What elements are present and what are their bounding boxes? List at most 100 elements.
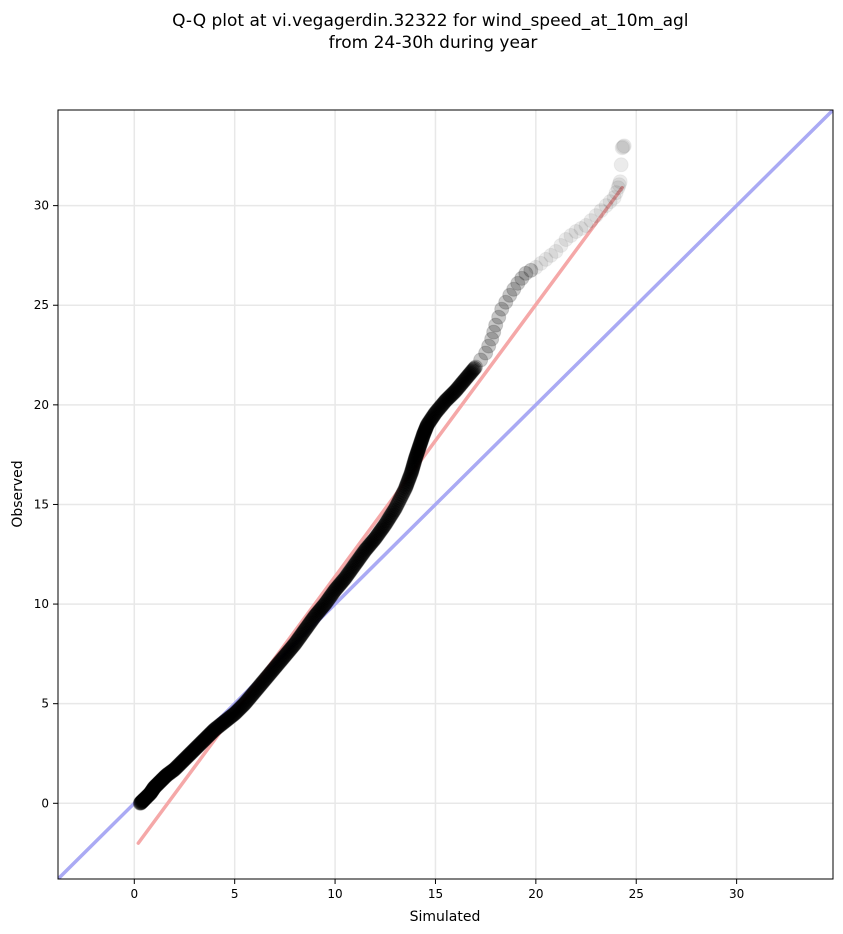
data-point (277, 648, 293, 664)
data-point (138, 790, 154, 806)
x-tick-label: 0 (130, 887, 138, 901)
data-point (238, 694, 254, 710)
data-point (270, 656, 286, 672)
data-point (181, 747, 197, 763)
data-point (351, 551, 367, 567)
data-point (411, 439, 427, 455)
data-point (218, 713, 234, 729)
data-point (338, 569, 354, 585)
data-point (265, 662, 281, 678)
data-point (195, 734, 211, 750)
data-point (206, 722, 222, 738)
data-point (502, 287, 518, 303)
data-point (377, 516, 393, 532)
data-point (198, 730, 214, 746)
data-point (267, 660, 283, 676)
data-point (335, 573, 351, 589)
data-point (296, 623, 312, 639)
data-point (266, 661, 282, 677)
data-point (232, 701, 248, 717)
data-point (374, 521, 390, 537)
data-point (200, 728, 216, 744)
data-point (403, 466, 419, 482)
data-point (394, 487, 410, 502)
data-point (393, 488, 409, 504)
data-point (418, 420, 434, 436)
data-point (415, 428, 431, 444)
data-point (208, 721, 224, 737)
y-axis-label: Observed (10, 460, 26, 527)
data-point (157, 769, 173, 785)
data-point (168, 760, 184, 776)
data-point (365, 533, 381, 549)
data-point (300, 618, 316, 634)
data-point (438, 393, 453, 409)
data-point (234, 699, 250, 715)
data-point (290, 632, 306, 648)
data-point (144, 782, 160, 798)
data-point (179, 749, 195, 765)
data-point (326, 584, 342, 600)
data-point (156, 770, 172, 786)
data-point (161, 766, 177, 782)
data-point (313, 601, 329, 617)
data-point (446, 385, 462, 401)
data-point (159, 767, 175, 783)
data-point (245, 686, 261, 702)
data-point (333, 575, 349, 591)
data-point (463, 365, 479, 381)
data-point (418, 421, 434, 437)
data-point (454, 376, 470, 392)
data-point (538, 251, 554, 267)
data-point (228, 705, 244, 721)
y-tick-label: 5 (41, 697, 49, 711)
data-point (194, 734, 210, 750)
data-point (306, 609, 322, 625)
data-point (167, 761, 183, 777)
data-point (425, 408, 441, 424)
data-point (229, 704, 245, 720)
data-point (573, 221, 589, 237)
data-point (578, 218, 594, 234)
data-point (400, 474, 416, 490)
data-point (510, 275, 526, 291)
data-point (518, 265, 534, 281)
data-point (610, 180, 626, 196)
data-point (149, 777, 165, 793)
x-tick-label: 15 (428, 887, 443, 901)
data-point (187, 741, 203, 757)
data-point (170, 757, 186, 773)
data-point (147, 779, 163, 795)
data-point (399, 477, 415, 493)
data-point (280, 644, 296, 660)
data-point (442, 389, 458, 405)
data-point (443, 388, 459, 404)
data-point (149, 776, 165, 792)
data-point (413, 435, 429, 451)
data-point (165, 763, 181, 779)
data-point (382, 508, 398, 524)
data-point (202, 726, 218, 742)
data-point (324, 586, 340, 602)
data-point (440, 391, 456, 407)
data-point (434, 396, 450, 412)
data-point (400, 473, 416, 489)
data-point (331, 577, 347, 593)
data-point (322, 589, 338, 605)
x-tick-label: 5 (231, 887, 239, 901)
data-point (269, 657, 285, 673)
data-point (410, 443, 426, 459)
data-point (256, 673, 272, 689)
data-point (152, 774, 168, 790)
data-point (135, 793, 151, 809)
data-point (148, 778, 164, 794)
data-point (268, 659, 284, 675)
data-point (154, 772, 170, 788)
y-tick-label: 20 (34, 398, 49, 412)
x-tick-label: 20 (528, 887, 543, 901)
data-point (185, 743, 201, 759)
data-point (182, 746, 198, 762)
data-point (213, 717, 229, 733)
data-point (311, 603, 327, 619)
data-point (203, 726, 219, 742)
